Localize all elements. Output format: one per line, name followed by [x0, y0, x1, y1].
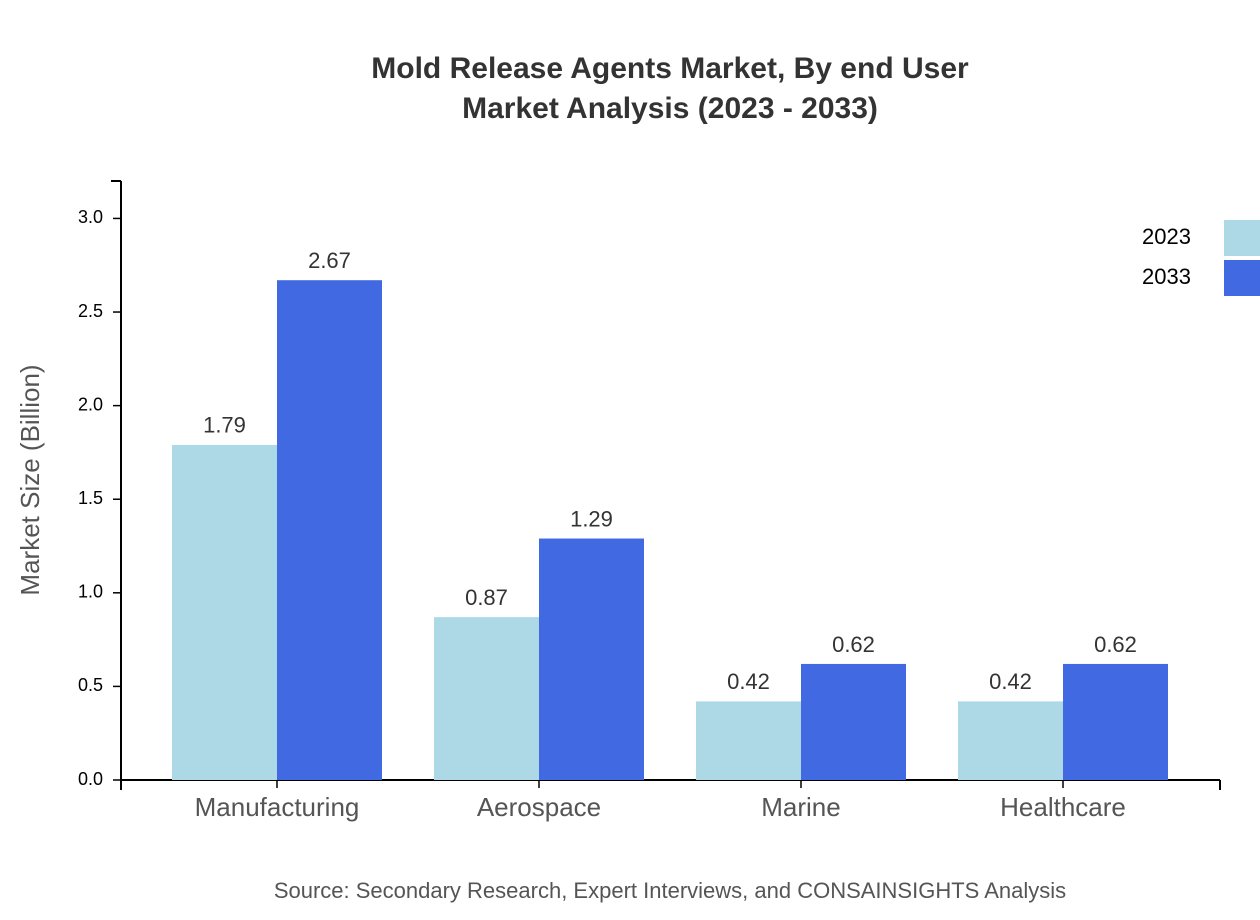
bar [434, 617, 539, 780]
x-tick-label: Aerospace [477, 792, 601, 822]
source-note: Source: Secondary Research, Expert Inter… [274, 878, 1066, 903]
value-label: 1.79 [203, 413, 246, 438]
y-tick-label: 0.5 [78, 675, 103, 695]
legend-label: 2033 [1142, 264, 1191, 289]
chart-subtitle: Market Analysis (2023 - 2033) [462, 92, 878, 125]
y-tick-label: 3.0 [78, 207, 103, 227]
chart-title: Mold Release Agents Market, By end User [371, 52, 969, 85]
y-tick-label: 1.0 [78, 582, 103, 602]
legend-swatch [1224, 220, 1260, 256]
bar [539, 538, 644, 780]
value-label: 0.87 [465, 585, 508, 610]
value-label: 0.42 [727, 669, 770, 694]
x-tick-label: Healthcare [1000, 792, 1126, 822]
y-axis-label: Market Size (Billion) [15, 364, 45, 595]
bar [277, 280, 382, 780]
x-tick-label: Manufacturing [195, 792, 360, 822]
y-tick-label: 2.0 [78, 394, 103, 414]
x-tick-label: Marine [761, 792, 840, 822]
value-label: 0.42 [989, 669, 1032, 694]
value-label: 2.67 [308, 248, 351, 273]
bar [172, 444, 277, 780]
y-tick-label: 2.5 [78, 301, 103, 321]
value-label: 1.29 [570, 506, 613, 531]
y-tick-label: 0.0 [78, 769, 103, 789]
y-tick-label: 1.5 [78, 488, 103, 508]
value-label: 0.62 [832, 632, 875, 657]
bar [958, 701, 1063, 780]
bar [801, 663, 906, 780]
value-label: 0.62 [1094, 632, 1137, 657]
bar [696, 701, 801, 780]
legend-label: 2023 [1142, 224, 1191, 249]
legend-swatch [1224, 260, 1260, 296]
bar [1063, 663, 1168, 780]
